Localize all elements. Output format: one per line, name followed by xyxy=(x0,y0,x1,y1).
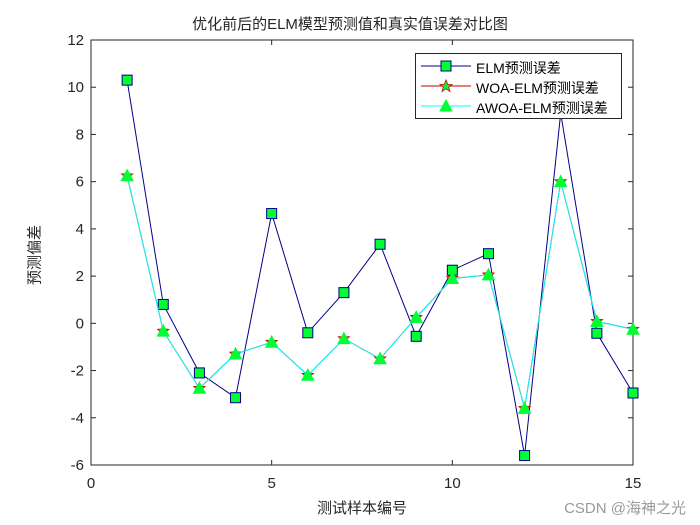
data-point xyxy=(230,392,242,404)
data-point xyxy=(193,367,205,379)
y-tick-label: 0 xyxy=(76,315,84,332)
data-point xyxy=(553,174,568,188)
y-tick-label: -6 xyxy=(71,457,84,474)
y-axis-label: 预测偏差 xyxy=(26,224,44,286)
square-marker-icon xyxy=(421,60,471,72)
legend-label: ELM预测误差 xyxy=(476,60,561,76)
y-tick-label: 12 xyxy=(67,32,84,49)
data-point xyxy=(120,168,134,182)
triangle-marker-icon xyxy=(421,98,471,112)
legend-item-awoa-elm: AWOA-ELM预测误差 xyxy=(416,96,621,116)
data-point xyxy=(338,287,350,299)
x-tick-label: 15 xyxy=(625,475,642,492)
data-point xyxy=(302,327,314,339)
series-0 xyxy=(121,74,639,462)
y-tick-label: -2 xyxy=(71,363,84,380)
y-tick-label: 4 xyxy=(76,221,84,238)
y-tick-label: 6 xyxy=(76,174,84,191)
legend-item-elm: ELM预测误差 xyxy=(416,56,621,76)
legend-item-woa-elm: WOA-ELM预测误差 xyxy=(416,76,621,96)
data-point xyxy=(482,248,494,260)
data-point xyxy=(337,331,351,345)
data-point xyxy=(374,238,386,250)
x-tick-label: 5 xyxy=(267,475,275,492)
data-point xyxy=(157,298,169,310)
data-point xyxy=(445,271,460,284)
y-tick-label: 2 xyxy=(76,268,84,285)
data-point xyxy=(481,267,496,281)
plot-area xyxy=(120,74,640,462)
data-point xyxy=(591,327,603,339)
chart-title: 优化前后的ELM模型预测值和真实值误差对比图 xyxy=(192,16,508,33)
data-point xyxy=(519,450,531,462)
data-point xyxy=(228,346,243,360)
data-point xyxy=(409,310,424,323)
legend-label: WOA-ELM预测误差 xyxy=(476,80,599,96)
x-tick-label: 0 xyxy=(87,475,95,492)
data-point xyxy=(266,208,278,220)
data-point xyxy=(121,74,133,86)
data-point xyxy=(300,368,315,381)
x-tick-label: 10 xyxy=(444,475,461,492)
data-point xyxy=(373,351,387,365)
data-point xyxy=(517,401,532,414)
legend-label: AWOA-ELM预测误差 xyxy=(476,100,608,116)
star-marker-icon xyxy=(421,78,471,93)
y-tick-label: 8 xyxy=(76,126,84,143)
watermark: CSDN @海神之光 xyxy=(564,500,686,517)
y-tick-label: 10 xyxy=(67,79,84,96)
data-point xyxy=(264,335,279,348)
data-point xyxy=(590,314,604,327)
x-axis-label: 测试样本编号 xyxy=(316,500,407,517)
y-tick-label: -4 xyxy=(71,410,84,427)
data-point xyxy=(156,324,171,337)
series-2 xyxy=(120,168,640,414)
data-point xyxy=(192,381,207,394)
data-point xyxy=(626,322,640,335)
legend: ELM预测误差 WOA-ELM预测误差 AWOA-ELM预测误差 xyxy=(415,53,622,119)
data-point xyxy=(627,387,639,399)
data-point xyxy=(410,330,422,342)
